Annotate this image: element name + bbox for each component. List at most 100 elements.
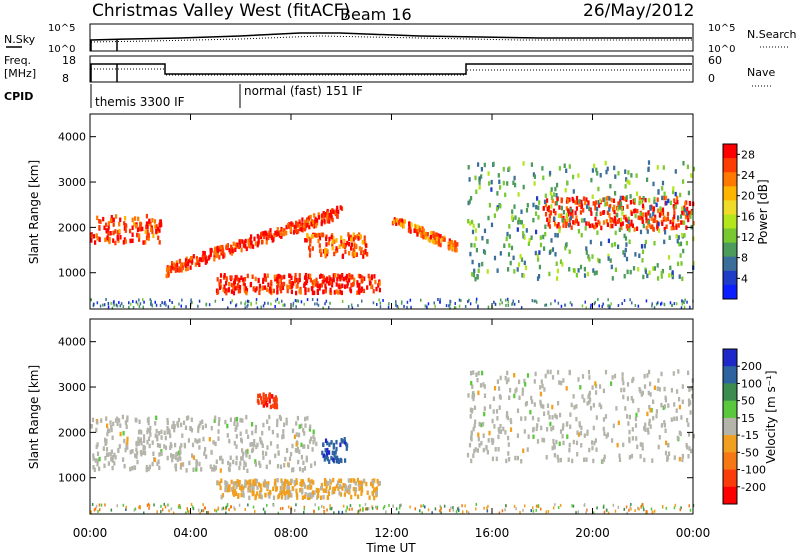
power-clutter-cell (159, 303, 162, 307)
power-cell (637, 215, 640, 220)
power-clutter-cell (118, 301, 120, 304)
velocity-clutter-cell (440, 511, 442, 515)
power-cell (683, 207, 686, 213)
power-cell (505, 236, 508, 242)
velocity-cell (278, 414, 281, 420)
velocity-cell (354, 487, 357, 492)
power-cell (249, 281, 253, 287)
power-cell (510, 245, 514, 251)
power-cell (303, 275, 307, 280)
power-cell (538, 250, 541, 255)
power-cell (682, 248, 685, 254)
power-cell (612, 207, 615, 212)
velocity-clutter-cell (607, 511, 610, 515)
velocity-cell (492, 409, 495, 414)
power-colorbar-segment (723, 158, 737, 173)
velocity-cell (648, 369, 651, 375)
velocity-cell (322, 488, 325, 493)
velocity-cell (673, 416, 676, 421)
velocity-cell (550, 426, 553, 432)
power-cell (626, 226, 629, 231)
velocity-cell (114, 455, 117, 460)
power-cell (331, 239, 334, 244)
power-cell (209, 250, 212, 256)
velocity-cell (483, 411, 486, 417)
power-cell (652, 226, 655, 232)
power-cell (90, 238, 93, 243)
velocity-cell (616, 442, 619, 448)
velocity-clutter-cell (170, 507, 173, 511)
power-cell (657, 189, 660, 194)
power-clutter-cell (329, 301, 331, 305)
velocity-cell (169, 445, 172, 450)
velocity-cell (108, 428, 111, 434)
power-cell (366, 252, 369, 257)
velocity-clutter-cell (629, 505, 632, 509)
velocity-cell (158, 465, 161, 471)
power-cell (355, 252, 358, 257)
cpid-label: CPID (4, 90, 33, 103)
velocity-cell (492, 396, 495, 401)
velocity-cell (291, 486, 294, 491)
power-cell (352, 237, 355, 242)
velocity-cell (229, 417, 232, 422)
power-cell (420, 232, 423, 237)
velocity-cell (473, 405, 477, 410)
velocity-cell (257, 400, 260, 405)
power-cell (487, 171, 490, 176)
velocity-cell (168, 429, 171, 434)
power-cell (215, 246, 219, 252)
power-cell (348, 251, 351, 256)
power-cell (378, 281, 381, 286)
velocity-cell (174, 466, 178, 472)
power-clutter-cell (292, 304, 294, 308)
power-clutter-cell (282, 303, 284, 307)
power-cell (221, 244, 224, 250)
velocity-cell (106, 431, 109, 437)
velocity-cell (143, 438, 146, 443)
power-cell (488, 203, 491, 208)
power-cell (147, 236, 150, 241)
power-cell (610, 197, 613, 203)
velocity-clutter-cell (504, 508, 506, 512)
power-cell (547, 205, 550, 210)
velocity-clutter-cell (461, 504, 463, 508)
power-cell (677, 235, 680, 240)
velocity-cell (366, 490, 369, 495)
power-cell (323, 218, 326, 223)
power-clutter-cell (607, 304, 609, 308)
power-cell (607, 238, 610, 244)
velocity-cell (149, 425, 152, 431)
power-cell (402, 220, 405, 225)
velocity-cell (657, 444, 660, 450)
velocity-cell (285, 448, 289, 453)
power-cell (657, 208, 660, 213)
power-cell (544, 224, 547, 229)
velocity-cell (278, 493, 281, 498)
power-cell (667, 255, 671, 260)
velocity-clutter-cell (191, 505, 194, 509)
power-cell (630, 211, 633, 216)
velocity-clutter-cell (303, 505, 306, 509)
power-cell (595, 223, 598, 228)
velocity-cell (328, 485, 332, 490)
power-cell (236, 242, 239, 248)
power-cell (451, 247, 454, 252)
velocity-cell (604, 369, 608, 375)
power-cell (618, 205, 621, 210)
velocity-clutter-cell (90, 510, 92, 514)
power-cell (562, 210, 565, 215)
power-cell (155, 224, 158, 229)
velocity-cell (228, 438, 231, 444)
power-cell (467, 218, 470, 224)
velocity-cell (264, 492, 267, 498)
power-cell (530, 162, 533, 167)
velocity-cell (291, 428, 295, 434)
velocity-cell (555, 414, 558, 420)
velocity-cell (262, 422, 265, 428)
velocity-cell (303, 431, 306, 436)
velocity-cell (332, 445, 335, 450)
velocity-clutter-cell (422, 504, 424, 508)
